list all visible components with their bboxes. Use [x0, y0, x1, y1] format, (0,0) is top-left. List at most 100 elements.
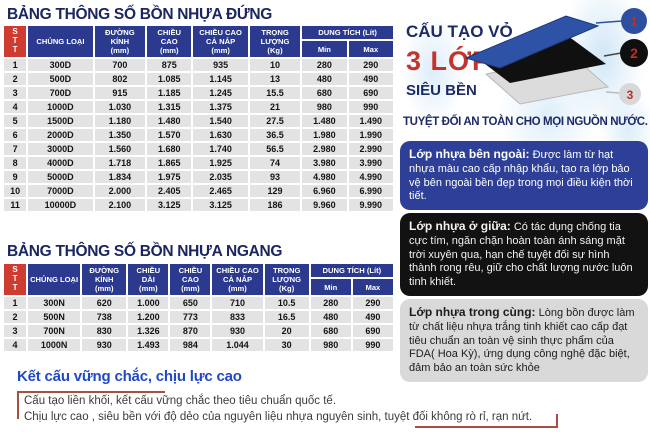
spec-cell: 1.975 — [147, 171, 192, 184]
spec-cell: 1.030 — [94, 101, 146, 114]
spec-cell: 7 — [4, 143, 27, 156]
spec-row: 1 300N 620 1.000 650 710 10.5 280 290 — [4, 297, 393, 310]
spec-cell: 620 — [82, 297, 127, 310]
spec-cell: 20 — [264, 325, 309, 338]
spec-cell: 9 — [4, 171, 27, 184]
spec-cell: 4000D — [28, 157, 93, 170]
callout-line-2 — [603, 52, 622, 57]
spec-cell: 1500D — [28, 115, 93, 128]
spec-cell: 4.990 — [348, 171, 393, 184]
callout-line-1 — [595, 20, 623, 24]
spec-cell: 1.718 — [94, 157, 146, 170]
spec-cell: 5 — [4, 115, 27, 128]
spec-cell: 930 — [212, 325, 263, 338]
spec-cell: 15.5 — [249, 87, 301, 100]
spec-cell: 935 — [193, 59, 248, 72]
middle-layer-description: Lớp nhựa ở giữa: Có tác dụng chống tia c… — [400, 213, 648, 296]
spec-cell: 2.405 — [147, 185, 192, 198]
spec-cell: 830 — [82, 325, 127, 338]
capacity-column-header: DUNG TÍCH (Lít) — [302, 26, 393, 40]
spec-cell: 129 — [249, 185, 301, 198]
spec-cell: 280 — [302, 59, 347, 72]
spec-row: 7 3000D 1.560 1.680 1.740 56.5 2.980 2.990 — [4, 143, 393, 156]
spec-cell: 490 — [352, 311, 393, 324]
spec-cell: 700N — [28, 325, 81, 338]
spec-cell: 8 — [4, 157, 27, 170]
spec-cell: 1.493 — [128, 339, 169, 352]
capacity-column-header: DUNG TÍCH (Lít) — [310, 264, 393, 278]
spec-cell: 1.480 — [302, 115, 347, 128]
inner-layer-label: Lớp nhựa trong cùng: — [409, 305, 536, 319]
spec-cell: 980 — [302, 101, 347, 114]
layer-badge-1 — [621, 8, 647, 34]
capacity-min-header: Min — [302, 41, 347, 58]
spec-row: 10 7000D 2.000 2.405 2.465 129 6.960 6.990 — [4, 185, 393, 198]
horizontal-tank-table-title: BẢNG THÔNG SỐ BỒN NHỰA NGANG — [7, 243, 283, 260]
spec-cell: 21 — [249, 101, 301, 114]
spec-cell: 4 — [4, 339, 27, 352]
spec-cell: 680 — [310, 325, 351, 338]
spec-cell: 1.145 — [193, 73, 248, 86]
table-header: STT CHỦNG LOẠI ĐƯỜNG KÍNH (mm) CHIỀU DÀI (mm)… — [4, 264, 393, 296]
spec-cell: 300D — [28, 59, 93, 72]
spec-cell: 738 — [82, 311, 127, 324]
spec-cell: 990 — [352, 339, 393, 352]
layer-badge-3 — [619, 83, 641, 105]
spec-cell: 984 — [170, 339, 211, 352]
spec-cell: 650 — [170, 297, 211, 310]
spec-cell: 1.185 — [147, 87, 192, 100]
spec-cell: 500N — [28, 311, 81, 324]
stt-column-header: STT — [4, 26, 27, 58]
horizontal-tank-spec-table: STT CHỦNG LOẠI ĐƯỜNG KÍNH (mm) CHIỀU DÀI (mm)… — [2, 262, 395, 354]
outer-layer-description: Lớp nhựa bên ngoài: Được làm từ hạt nhựa… — [400, 141, 648, 210]
spec-cell: 1.315 — [147, 101, 192, 114]
spec-cell: 11 — [4, 199, 27, 212]
spec-cell: 1.865 — [147, 157, 192, 170]
stt-column-header: STT — [4, 264, 27, 296]
spec-cell: 700 — [94, 59, 146, 72]
spec-cell: 56.5 — [249, 143, 301, 156]
spec-cell: 2.035 — [193, 171, 248, 184]
inner-layer-text: Lòng bồn được làm từ chất liệu nhựa trắn… — [409, 307, 635, 374]
column-header: CHIỀU CAO (mm) — [170, 264, 211, 296]
spec-cell: 10000D — [28, 199, 93, 212]
spec-cell: 2 — [4, 311, 27, 324]
spec-cell: 1 — [4, 59, 27, 72]
layer-badge-2-number: 2 — [630, 45, 638, 61]
spec-cell: 1.990 — [348, 129, 393, 142]
shell-structure-panel: CẤU TẠO VỎ 3 LỚP SIÊU BỀN 1 2 3 TUYỆT ĐỐ… — [398, 0, 650, 432]
spec-cell: 2.980 — [302, 143, 347, 156]
spec-cell: 480 — [310, 311, 351, 324]
spec-cell: 9.960 — [302, 199, 347, 212]
spec-row: 2 500D 802 1.085 1.145 13 480 490 — [4, 73, 393, 86]
spec-cell: 3.980 — [302, 157, 347, 170]
spec-row: 11 10000D 2.100 3.125 3.125 186 9.960 9.990 — [4, 199, 393, 212]
spec-cell: 2.465 — [193, 185, 248, 198]
spec-cell: 1.740 — [193, 143, 248, 156]
spec-cell: 1 — [4, 297, 27, 310]
spec-cell: 186 — [249, 199, 301, 212]
spec-cell: 1.630 — [193, 129, 248, 142]
capacity-min-header: Min — [310, 279, 351, 296]
spec-cell: 1.925 — [193, 157, 248, 170]
spec-cell: 1.085 — [147, 73, 192, 86]
spec-cell: 4.980 — [302, 171, 347, 184]
spec-cell: 2000D — [28, 129, 93, 142]
spec-cell: 290 — [348, 59, 393, 72]
column-header: CHIỀU CAO (mm) — [147, 26, 192, 58]
spec-cell: 27.5 — [249, 115, 301, 128]
spec-cell: 10 — [4, 185, 27, 198]
spec-cell: 870 — [170, 325, 211, 338]
spec-cell: 773 — [170, 311, 211, 324]
spec-cell: 6 — [4, 129, 27, 142]
capacity-max-header: Max — [348, 41, 393, 58]
middle-layer-text: Có tác dụng chống tia cực tím, ngăn chặn… — [409, 221, 633, 288]
spec-cell: 1.350 — [94, 129, 146, 142]
spec-cell: 6.990 — [348, 185, 393, 198]
safety-statement: TUYỆT ĐỐI AN TOÀN CHO MỌI NGUỒN NƯỚC. — [403, 114, 648, 128]
spec-cell: 1.000 — [128, 297, 169, 310]
spec-cell: 700D — [28, 87, 93, 100]
spec-cell: 1.980 — [302, 129, 347, 142]
inner-layer-description: Lớp nhựa trong cùng: Lòng bồn được làm t… — [400, 299, 648, 382]
spec-row: 3 700N 830 1.326 870 930 20 680 690 — [4, 325, 393, 338]
